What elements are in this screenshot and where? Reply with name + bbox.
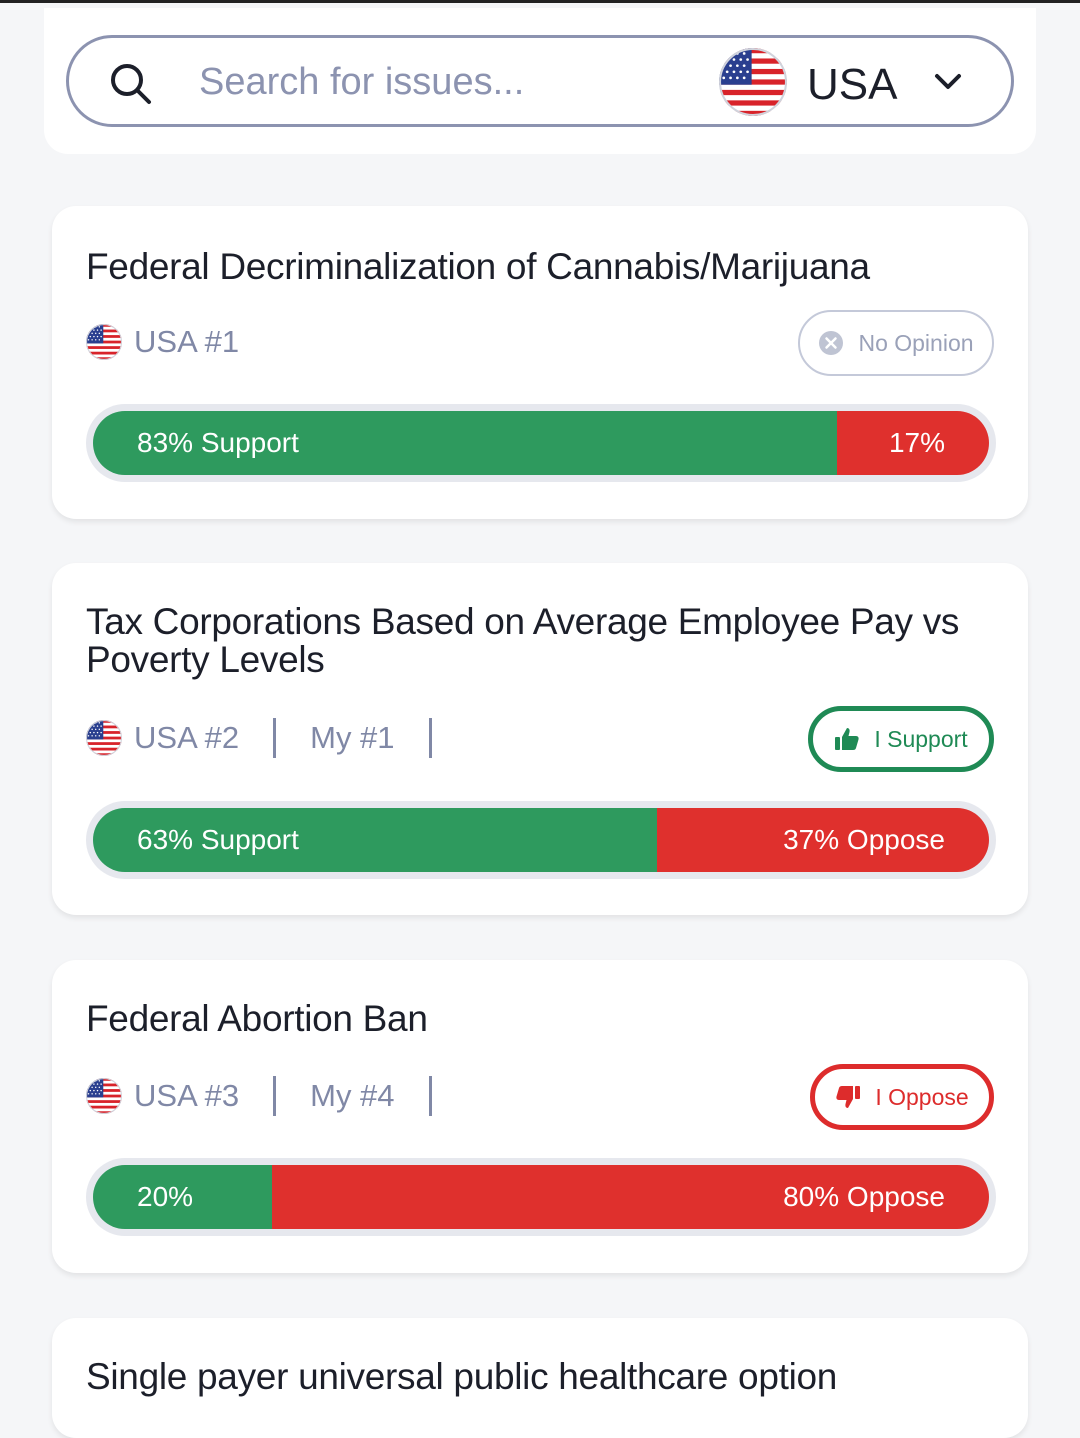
us-flag-icon	[86, 1078, 122, 1114]
poll-bar: 63% Support 37% Oppose	[86, 801, 996, 879]
country-rank: USA #2	[134, 720, 240, 755]
search-panel: USA	[44, 8, 1036, 154]
rank-row: USA #1	[86, 322, 239, 362]
us-flag-icon	[86, 720, 122, 756]
my-rank: My #4	[310, 1078, 395, 1113]
support-label: 83% Support	[137, 427, 299, 458]
issue-title: Federal Decriminalization of Cannabis/Ma…	[86, 246, 870, 287]
country-selector[interactable]: USA	[719, 48, 989, 116]
my-rank: My #1	[310, 720, 395, 755]
oppose-segment	[272, 1165, 989, 1229]
top-divider	[0, 0, 1080, 3]
us-flag-icon	[86, 324, 122, 360]
support-segment	[93, 1165, 273, 1229]
oppose-segment	[836, 411, 989, 475]
search-bar[interactable]: USA	[66, 35, 1014, 127]
search-input[interactable]	[199, 58, 679, 106]
issue-title: Single payer universal public healthcare…	[86, 1356, 838, 1397]
divider	[428, 1076, 432, 1116]
divider	[428, 718, 432, 758]
issue-title: Tax Corporations Based on Average Employ…	[86, 601, 960, 680]
oppose-label: 37% Oppose	[783, 824, 945, 855]
issue-card[interactable]: Federal Abortion Ban USA #3 My #4 I Oppo…	[52, 960, 1028, 1273]
search-icon[interactable]	[109, 62, 153, 106]
stance-label: I Oppose	[875, 1083, 969, 1110]
us-flag-icon	[719, 48, 787, 116]
rank-row: USA #2 My #1	[86, 718, 432, 758]
no-opinion-icon	[819, 331, 844, 355]
poll-bar: 83% Support 17%	[86, 404, 996, 482]
stance-button[interactable]: I Oppose	[810, 1064, 994, 1130]
oppose-label: 80% Oppose	[783, 1181, 945, 1212]
country-rank: USA #3	[134, 1078, 240, 1113]
poll-bar: 20% 80% Oppose	[86, 1158, 996, 1236]
oppose-label: 17%	[888, 427, 945, 458]
support-label: 20%	[137, 1181, 194, 1212]
rank-row: USA #3 My #4	[86, 1076, 432, 1116]
issue-card[interactable]: Single payer universal public healthcare…	[52, 1318, 1028, 1438]
support-segment	[93, 411, 837, 475]
issue-card[interactable]: Federal Decriminalization of Cannabis/Ma…	[52, 206, 1028, 519]
issue-title: Federal Abortion Ban	[86, 998, 428, 1039]
thumbs-up-icon	[835, 728, 859, 750]
divider	[273, 718, 277, 758]
country-rank: USA #1	[134, 324, 240, 359]
country-label: USA	[807, 60, 898, 109]
stance-label: No Opinion	[858, 329, 974, 356]
stance-label: I Support	[874, 725, 968, 752]
support-label: 63% Support	[137, 824, 299, 855]
chevron-down-icon	[935, 74, 961, 89]
divider	[273, 1076, 277, 1116]
stance-button[interactable]: No Opinion	[798, 310, 994, 376]
support-segment	[93, 808, 658, 872]
thumbs-down-icon	[836, 1086, 861, 1108]
oppose-segment	[657, 808, 989, 872]
issue-card[interactable]: Tax Corporations Based on Average Employ…	[52, 563, 1028, 915]
stance-button[interactable]: I Support	[808, 706, 994, 772]
